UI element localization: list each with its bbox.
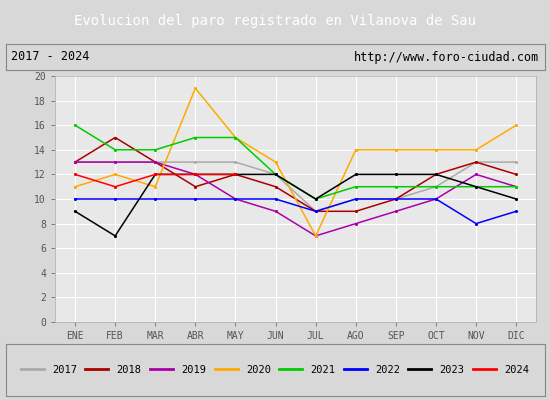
Legend: 2017, 2018, 2019, 2020, 2021, 2022, 2023, 2024: 2017, 2018, 2019, 2020, 2021, 2022, 2023… (18, 362, 532, 378)
Text: 2017 - 2024: 2017 - 2024 (11, 50, 89, 64)
Text: http://www.foro-ciudad.com: http://www.foro-ciudad.com (354, 50, 539, 64)
Text: Evolucion del paro registrado en Vilanova de Sau: Evolucion del paro registrado en Vilanov… (74, 14, 476, 28)
